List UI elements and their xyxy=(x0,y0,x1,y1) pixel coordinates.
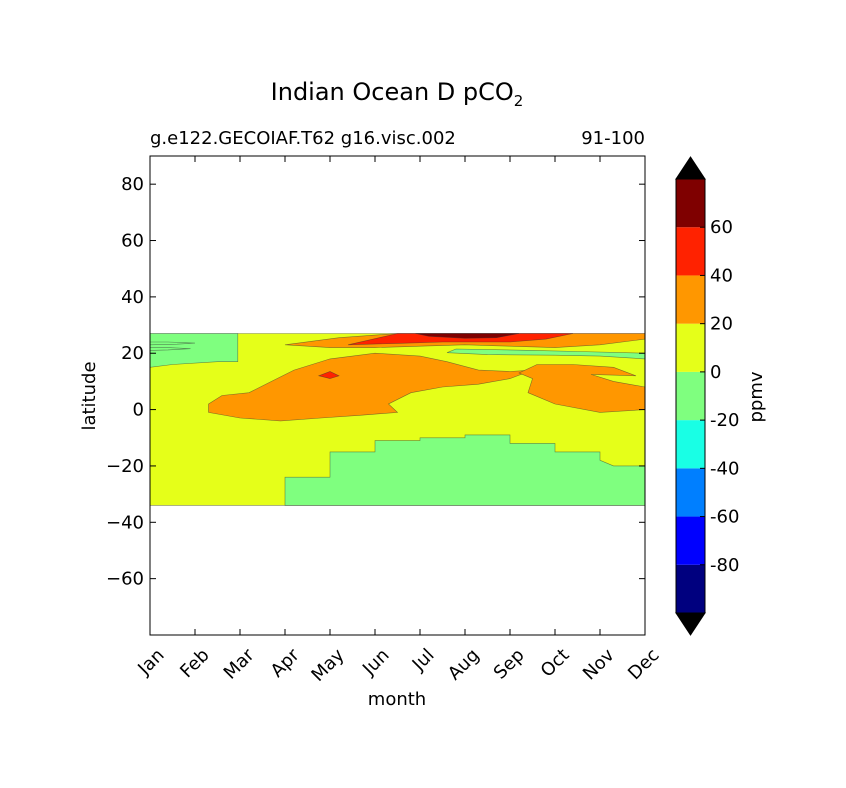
colorbar-tick-label: 20 xyxy=(710,314,733,335)
y-tick-label: 20 xyxy=(121,343,144,364)
colorbar-segment xyxy=(676,323,705,372)
y-tick-label: −60 xyxy=(106,569,144,590)
colorbar-tick-label: 60 xyxy=(710,217,733,238)
colorbar-segment xyxy=(676,227,705,276)
colorbar-tick-label: 0 xyxy=(710,362,721,383)
y-tick-label: 80 xyxy=(121,174,144,195)
chart-title-subscript: 2 xyxy=(514,92,524,110)
colorbar-segment xyxy=(676,371,705,421)
x-tick-label: Apr xyxy=(267,644,304,681)
y-tick-label: 0 xyxy=(133,400,144,421)
contour-central-orange xyxy=(208,352,533,422)
x-axis-label: month xyxy=(368,689,426,710)
contour-east-orange xyxy=(518,364,645,413)
x-tick-label: Aug xyxy=(444,645,484,685)
x-tick-label: Jan xyxy=(133,645,168,680)
x-tick-label: Jun xyxy=(358,645,393,680)
x-tick-label: Mar xyxy=(220,644,259,683)
y-tick-label: −40 xyxy=(106,512,144,533)
colorbar-segment xyxy=(676,179,705,228)
colorbar-tick-label: 40 xyxy=(710,265,733,286)
chart-subtitle-right: 91-100 xyxy=(581,128,645,149)
y-axis: 80 60 40 20 0 −20 −40 −60 xyxy=(106,174,645,590)
colorbar-tick-label: -80 xyxy=(710,555,739,576)
x-tick-label: May xyxy=(307,644,348,685)
x-tick-label: Dec xyxy=(624,645,663,684)
colorbar-label: ppmv xyxy=(746,371,767,422)
y-tick-label: −20 xyxy=(106,456,144,477)
contour-may-red-spot xyxy=(317,371,340,379)
colorbar-extend-low xyxy=(675,612,706,636)
y-tick-label: 60 xyxy=(121,231,144,252)
chart-title: Indian Ocean D pCO2 xyxy=(271,78,524,110)
x-tick-label: Jul xyxy=(408,645,439,676)
contour-southern-green xyxy=(284,434,645,506)
colorbar-extend-high xyxy=(675,156,706,180)
x-tick-label: Oct xyxy=(537,645,574,682)
colorbar-tick-label: -60 xyxy=(710,507,739,528)
colorbar-frame xyxy=(675,178,706,614)
x-tick-label: Sep xyxy=(490,645,529,684)
colorbar-segment xyxy=(676,420,705,469)
contour-north-darkred xyxy=(415,333,520,339)
chart-subtitle-left: g.e122.GECOIAF.T62 g16.visc.002 xyxy=(150,128,456,149)
colorbar-tick-label: -20 xyxy=(710,410,739,431)
contour-regions xyxy=(150,333,645,506)
plot-frame xyxy=(149,155,646,636)
colorbar-segment xyxy=(676,564,705,613)
contour-northeast-green-strip xyxy=(446,348,645,360)
colorbar-segment xyxy=(676,468,705,517)
colorbar-segment xyxy=(676,275,705,324)
colorbar-tick-label: -40 xyxy=(710,458,739,479)
x-tick-label: Nov xyxy=(579,644,619,684)
colorbar-segment xyxy=(676,516,705,565)
colorbar: 60 40 20 0 -20 -40 -60 -80 xyxy=(675,156,739,636)
chart-title-main: Indian Ocean D pCO xyxy=(271,78,514,106)
y-tick-label: 40 xyxy=(121,287,144,308)
x-tick-label: Feb xyxy=(176,645,213,682)
y-axis-label: latitude xyxy=(79,361,100,430)
contour-northwest-green xyxy=(150,333,239,368)
